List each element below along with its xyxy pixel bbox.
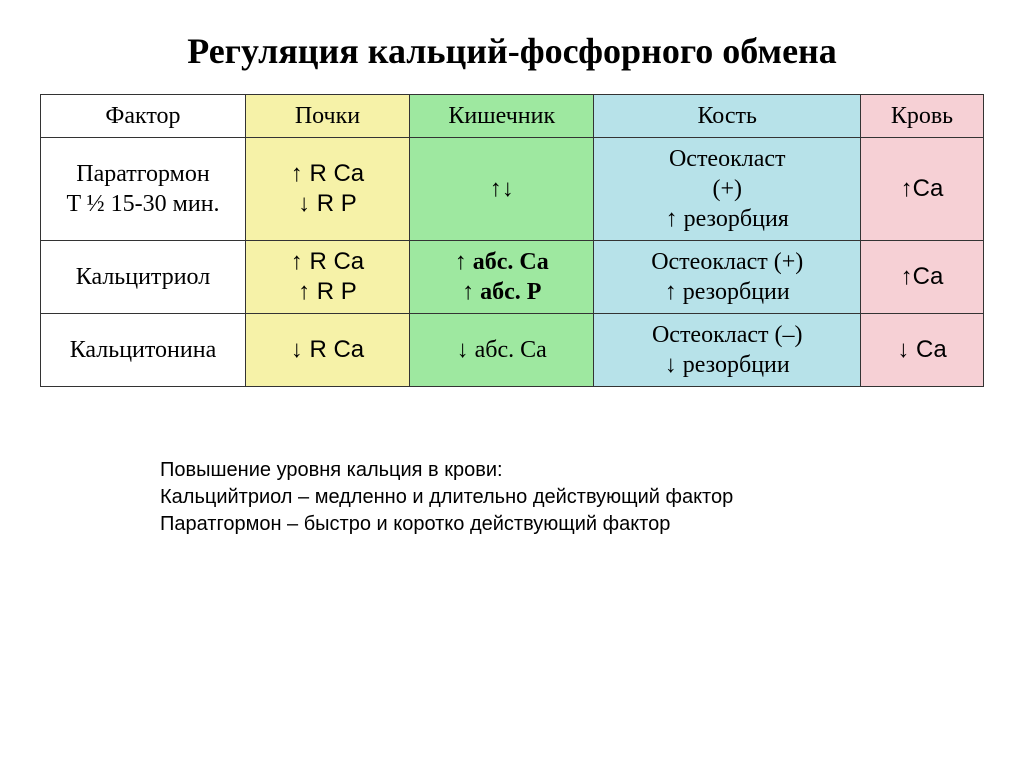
cell-text: Кальцитриол (76, 264, 210, 290)
cell-factor: Кальцитонина (41, 314, 246, 387)
cell-text: ↑ R Ca (291, 160, 364, 187)
footnote-line: Паратгормон – быстро и коротко действующ… (160, 511, 984, 538)
cell-blood: ↓ Ca (860, 314, 983, 387)
cell-text: T ½ 15-30 мин. (66, 191, 219, 217)
header-gut: Кишечник (409, 95, 594, 138)
table-row: Кальцитриол ↑ R Ca ↑ R P ↑ абс. Ca ↑ абс… (41, 241, 984, 314)
footnote-line: Повышение уровня кальция в крови: (160, 457, 984, 484)
cell-text: (+) (712, 176, 742, 202)
cell-bone: Остеокласт (–) ↓ резорбции (594, 314, 861, 387)
cell-blood: ↑Ca (860, 138, 983, 241)
footnote: Повышение уровня кальция в крови: Кальци… (160, 457, 984, 538)
cell-gut: ↑ абс. Ca ↑ абс. P (409, 241, 594, 314)
cell-kidney: ↑ R Ca ↓ R P (245, 138, 409, 241)
cell-bone: Остеокласт (+) ↑ резорбции (594, 241, 861, 314)
cell-text: ↑ абс. P (462, 279, 541, 305)
header-blood: Кровь (860, 95, 983, 138)
cell-text: ↓ абс. Ca (457, 337, 547, 363)
cell-text: ↓ резорбции (665, 352, 790, 378)
table-row: Паратгормон T ½ 15-30 мин. ↑ R Ca ↓ R P … (41, 138, 984, 241)
cell-text: Кальцитонина (70, 337, 217, 363)
cell-factor: Паратгормон T ½ 15-30 мин. (41, 138, 246, 241)
cell-text: Остеокласт (+) (651, 249, 803, 275)
cell-text: ↑ абс. Ca (455, 249, 549, 275)
cell-text: Остеокласт (669, 146, 786, 172)
cell-text: ↑ резорбция (666, 206, 789, 232)
slide: Регуляция кальций-фосфорного обмена Факт… (0, 0, 1024, 562)
cell-blood: ↑Ca (860, 241, 983, 314)
cell-text: ↑Ca (901, 263, 944, 290)
cell-text: ↑ R Ca (291, 248, 364, 275)
cell-text: ↑↓ (490, 175, 514, 202)
cell-text: ↓ Ca (897, 336, 946, 363)
cell-gut: ↑↓ (409, 138, 594, 241)
cell-text: ↑Ca (901, 175, 944, 202)
footnote-line: Кальцийтриол – медленно и длительно дейс… (160, 484, 984, 511)
cell-kidney: ↑ R Ca ↑ R P (245, 241, 409, 314)
header-bone: Кость (594, 95, 861, 138)
cell-bone: Остеокласт (+) ↑ резорбция (594, 138, 861, 241)
table-header-row: Фактор Почки Кишечник Кость Кровь (41, 95, 984, 138)
header-factor: Фактор (41, 95, 246, 138)
cell-text: ↑ R P (298, 278, 357, 305)
cell-factor: Кальцитриол (41, 241, 246, 314)
cell-text: ↓ R Ca (291, 336, 364, 363)
cell-text: ↓ R P (298, 190, 357, 217)
slide-title: Регуляция кальций-фосфорного обмена (40, 30, 984, 72)
cell-gut: ↓ абс. Ca (409, 314, 594, 387)
table-row: Кальцитонина ↓ R Ca ↓ абс. Ca Остеокласт… (41, 314, 984, 387)
cell-text: Паратгормон (76, 161, 209, 187)
regulation-table: Фактор Почки Кишечник Кость Кровь Паратг… (40, 94, 984, 387)
cell-text: Остеокласт (–) (652, 322, 803, 348)
cell-text: ↑ резорбции (665, 279, 790, 305)
cell-kidney: ↓ R Ca (245, 314, 409, 387)
header-kidney: Почки (245, 95, 409, 138)
